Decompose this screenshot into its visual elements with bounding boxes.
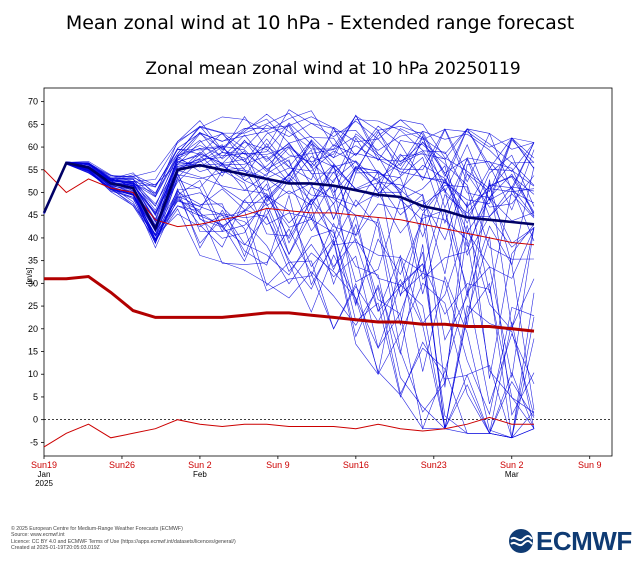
y-tick-label: 15 xyxy=(28,347,38,357)
ensemble-member-line xyxy=(43,137,535,244)
x-tick-label: Sun 2 xyxy=(500,460,524,470)
ensemble-mean-line xyxy=(42,161,535,232)
ensemble-member-line xyxy=(43,139,535,230)
x-tick-month-label: Mar xyxy=(505,470,519,479)
chart-title: Zonal mean zonal wind at 10 hPa 20250119 xyxy=(145,59,520,79)
x-tick-label: Sun16 xyxy=(343,460,369,470)
ensemble-member-line xyxy=(43,163,535,435)
ensemble-member-line xyxy=(43,163,535,438)
ensemble-member-line xyxy=(43,139,535,213)
plot-area: -50510152025303540455055606570Sun19Jan20… xyxy=(28,87,613,488)
y-tick-label: 5 xyxy=(33,392,38,402)
x-tick-label: Sun26 xyxy=(109,460,135,470)
page-title: Mean zonal wind at 10 hPa - Extended ran… xyxy=(65,12,575,34)
y-tick-label: 45 xyxy=(28,210,38,220)
footer-line: © 2025 European Centre for Medium-Range … xyxy=(11,526,183,532)
ensemble-member-line xyxy=(43,162,535,429)
footer-line: Licence: CC BY 4.0 and ECMWF Terms of Us… xyxy=(11,538,236,545)
x-tick-label: Sun23 xyxy=(421,460,447,470)
ensemble-member-line xyxy=(43,153,535,297)
ensemble-member-line xyxy=(43,114,535,213)
ensemble-member-line xyxy=(43,162,535,439)
logo-text: ECMWF xyxy=(536,525,632,556)
ensemble-member-line xyxy=(43,135,535,218)
y-tick-label: 35 xyxy=(28,256,38,266)
y-tick-label: 65 xyxy=(28,119,38,129)
ensemble-member-line xyxy=(43,163,535,439)
footer-line: Source: www.ecmwf.int xyxy=(11,532,65,539)
plot-frame xyxy=(43,87,613,457)
copyright-footer: © 2025 European Centre for Medium-Range … xyxy=(11,526,236,551)
ecmwf-wave-icon xyxy=(509,529,533,553)
ensemble-member-line xyxy=(43,110,535,213)
footer-line: Created at 2025-01-19T20:05:03.019Z xyxy=(11,544,100,551)
ensemble-member-line xyxy=(43,163,535,439)
ensemble-member-line xyxy=(43,163,535,413)
y-tick-label: 70 xyxy=(28,97,38,107)
y-tick-label: 20 xyxy=(28,324,38,334)
x-tick-month-label: Feb xyxy=(193,470,207,479)
ensemble-member-line xyxy=(43,162,535,413)
y-tick-label: -5 xyxy=(30,437,38,447)
y-tick-label: 60 xyxy=(28,142,38,152)
x-tick-label: Sun 9 xyxy=(266,460,290,470)
x-tick-year-label: 2025 xyxy=(35,479,53,488)
x-tick-label: Sun 2 xyxy=(188,460,212,470)
climatology-thick-line xyxy=(44,274,535,333)
ensemble-member-line xyxy=(43,113,535,213)
ensemble-member-line xyxy=(43,109,535,213)
ecmwf-logo: ECMWF xyxy=(508,526,632,556)
ensemble-member-line xyxy=(43,163,535,439)
ensemble-member-line xyxy=(43,163,535,438)
ensemble-member-line xyxy=(43,147,535,296)
climatology-mean-line xyxy=(43,169,535,246)
ensemble-member-line xyxy=(43,162,535,410)
x-tick-label: Sun 9 xyxy=(578,460,602,470)
y-tick-label: 50 xyxy=(28,187,38,197)
ensemble-member-line xyxy=(43,125,535,213)
x-tick-label: Sun19 xyxy=(31,460,57,470)
y-axis-label: [m/s] xyxy=(25,267,34,284)
y-tick-label: 40 xyxy=(28,233,38,243)
climatology-min-line xyxy=(43,416,534,448)
x-tick-month-label: Jan xyxy=(38,470,51,479)
y-tick-label: 0 xyxy=(33,415,38,425)
chart: Zonal mean zonal wind at 10 hPa 20250119… xyxy=(25,59,613,488)
y-tick-label: 30 xyxy=(28,278,38,288)
ensemble-member-line xyxy=(43,162,535,430)
ensemble-member-line xyxy=(43,163,535,416)
ensemble-member-line xyxy=(43,163,535,331)
y-tick-label: 55 xyxy=(28,165,38,175)
ensemble-member-line xyxy=(43,163,535,434)
y-tick-label: 25 xyxy=(28,301,38,311)
ensemble-member-line xyxy=(43,126,535,213)
y-tick-label: 10 xyxy=(28,369,38,379)
ensemble-member-line xyxy=(43,140,535,260)
